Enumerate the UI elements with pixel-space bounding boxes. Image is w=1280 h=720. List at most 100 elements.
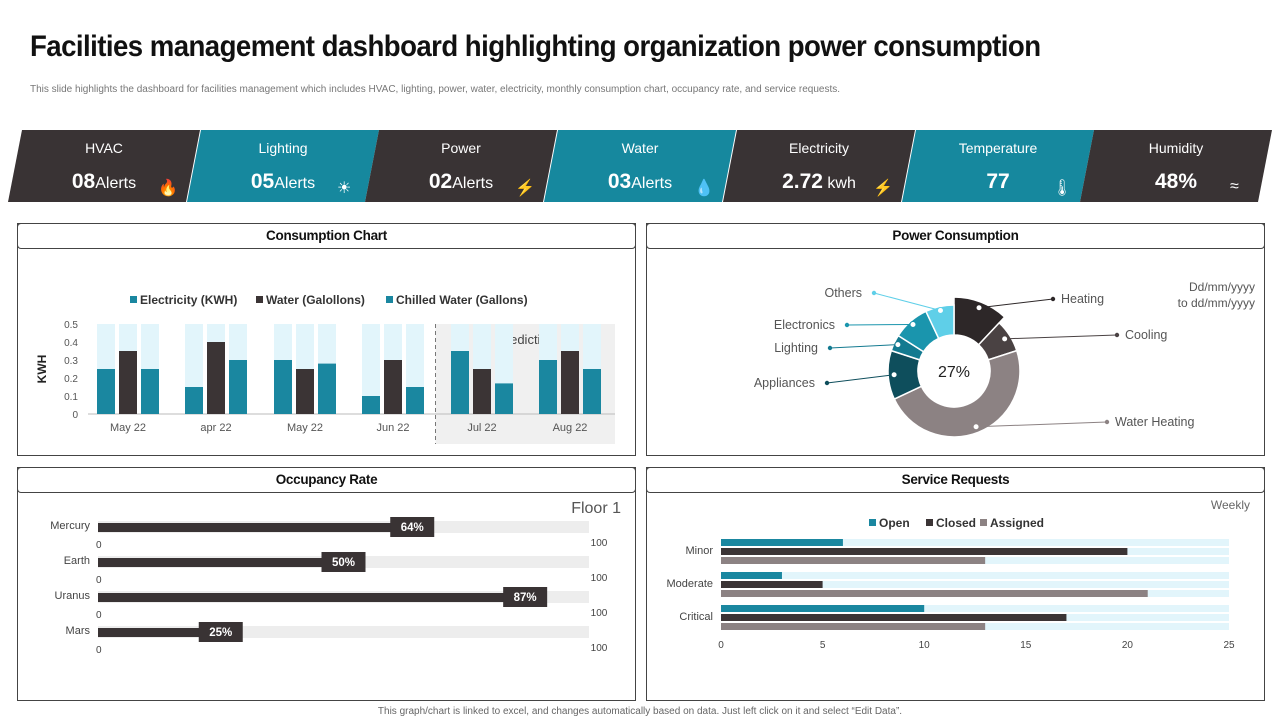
callout-dot [890, 371, 898, 379]
kpi-value: 02Alerts [365, 170, 557, 194]
occupancy-axis-min: 0 [96, 610, 102, 621]
x-tick-label: May 22 [287, 422, 323, 434]
kpi-value-number: 2.72 [782, 170, 823, 193]
service-x-tick-label: 20 [1122, 640, 1134, 651]
service-bar-open [721, 605, 925, 612]
date-range-start: Dd/mm/yyyy [1189, 280, 1255, 294]
kpi-card-background [365, 130, 557, 202]
donut-center-label: 27% [938, 364, 970, 381]
bar-chilled [583, 369, 601, 414]
callout-end-dot [1050, 296, 1056, 302]
bar-chilled [318, 363, 336, 414]
kpi-label: HVAC [85, 140, 123, 156]
bar-chilled [141, 369, 159, 414]
page-subtitle: This slide highlights the dashboard for … [30, 84, 841, 95]
kpi-card-background [187, 130, 379, 202]
kpi-card-shape [902, 130, 1094, 202]
service-requests-panel: Service Requests Weekly Open Closed Assigne… [646, 467, 1265, 701]
occupancy-axis-min: 0 [96, 540, 102, 551]
service-bar-assigned [721, 623, 986, 630]
legend-swatch [130, 296, 137, 303]
flame-icon: 🔥 [158, 180, 178, 197]
bar-water [473, 369, 491, 414]
legend-swatch [926, 519, 933, 526]
power-consumption-chart: Dd/mm/yyyy to dd/mm/yyyy 27% Heating Cooling… [754, 280, 1255, 438]
consumption-chart-header: Consumption Chart [17, 223, 636, 249]
occupancy-category-label: Uranus [55, 590, 91, 602]
occupancy-value-badge [503, 587, 548, 607]
bar-electricity [539, 360, 557, 414]
kpi-card-lighting: Lighting 05Alerts ☀ [187, 130, 379, 202]
callout-line [1004, 334, 1118, 340]
kpi-value-number: 48% [1154, 170, 1198, 193]
callout-line [829, 344, 898, 349]
x-tick-label: Aug 22 [553, 422, 588, 434]
legend-label: Electricity (KWH) [140, 293, 237, 307]
service-x-tick-label: 15 [1020, 640, 1032, 651]
kpi-value-unit: Alerts [452, 175, 494, 192]
x-tick-label: Jul 22 [467, 422, 496, 434]
waves-icon: ≈ [1230, 178, 1239, 195]
slice-heating [953, 296, 1006, 346]
callout-end-dot [824, 380, 830, 386]
slice-others [924, 304, 955, 340]
bar-chilled [495, 383, 513, 414]
bar-background [362, 324, 380, 414]
occupancy-value-badge [321, 552, 366, 572]
callout-label: Electronics [774, 318, 835, 332]
occupancy-category-label: Mars [66, 625, 91, 637]
kpi-card-power: Power 02Alerts ⚡ [365, 130, 557, 202]
kpi-card-background [723, 130, 915, 202]
x-tick-label: Jun 22 [376, 422, 409, 434]
kpi-card-hvac: HVAC 08Alerts 🔥 [8, 130, 200, 202]
bar-chilled [229, 360, 247, 414]
kpi-card-background [902, 130, 1094, 202]
legend-swatch [980, 519, 987, 526]
kpi-card-humidity: Humidity 48% ≈ [1080, 130, 1272, 202]
callout-line [976, 421, 1108, 428]
kpi-card-shape [1080, 130, 1272, 202]
callout-label: Appliances [754, 376, 815, 390]
kpi-card-shape [365, 130, 557, 202]
bar-water [296, 369, 314, 414]
callout-line [826, 374, 895, 384]
occupancy-bar [98, 558, 344, 567]
kpi-card-background [544, 130, 736, 202]
occupancy-value-label: 64% [401, 522, 424, 534]
kpi-value-unit: Alerts [95, 175, 137, 192]
service-bar-assigned [721, 590, 1148, 597]
service-x-tick-label: 25 [1223, 640, 1235, 651]
kpi-value-unit: Alerts [274, 175, 316, 192]
callout-end-dot [871, 290, 877, 296]
occupancy-rate-panel: Occupancy Rate Floor 1 Mercury 64% 0 100 Eart… [17, 467, 636, 701]
occupancy-axis-max: 100 [591, 538, 608, 549]
kpi-label: Electricity [789, 140, 849, 156]
callout-dot [936, 306, 944, 314]
callout-dot [894, 341, 902, 349]
service-bar-closed [721, 581, 823, 588]
kpi-card-shape [544, 130, 736, 202]
kpi-value-number: 05 [250, 170, 275, 193]
occupancy-axis-max: 100 [591, 573, 608, 584]
y-tick-label: 0.4 [64, 338, 78, 349]
legend-swatch [386, 296, 393, 303]
kpi-value: 77 [902, 170, 1094, 194]
occupancy-axis-max: 100 [591, 608, 608, 619]
kpi-value-number: 08 [71, 170, 96, 193]
kpi-value: 2.72 kwh [723, 170, 915, 194]
callout-label: Lighting [774, 341, 818, 355]
occupancy-value-label: 25% [209, 627, 232, 639]
occupancy-value-badge [198, 622, 243, 642]
service-requests-header: Service Requests [646, 467, 1265, 493]
service-bar-background [721, 572, 1229, 579]
legend-label: Assigned [990, 516, 1044, 530]
legend-label: Closed [936, 516, 976, 530]
consumption-chart-panel: Consumption Chart Electricity (KWH) Water… [17, 223, 636, 456]
service-bar-open [721, 539, 843, 546]
callout-label: Water Heating [1115, 415, 1194, 429]
callout-label: Others [824, 286, 862, 300]
occupancy-rate-header: Occupancy Rate [17, 467, 636, 493]
callout-dot [975, 304, 983, 312]
occupancy-bar [98, 523, 413, 532]
service-bar-assigned [721, 557, 986, 564]
